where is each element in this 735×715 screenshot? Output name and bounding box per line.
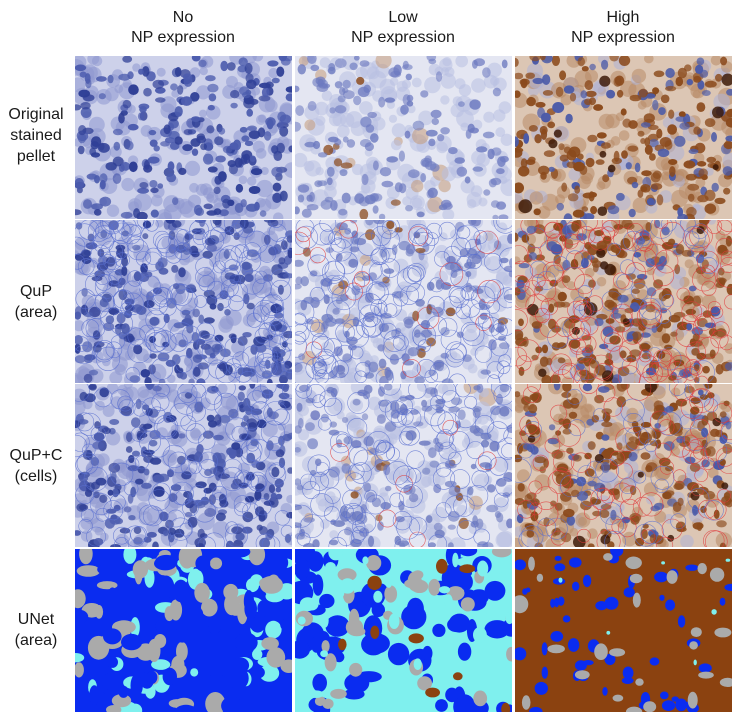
panel-unet-high bbox=[515, 549, 732, 712]
column-header-line1: No bbox=[172, 9, 194, 26]
column-header-no: No NP expression bbox=[75, 8, 291, 48]
column-header-low: Low NP expression bbox=[295, 8, 511, 48]
panel-original-low bbox=[295, 56, 512, 219]
panel-unet-no bbox=[75, 549, 292, 712]
column-header-line1: Low bbox=[388, 9, 418, 26]
row-header-line: QuP bbox=[19, 283, 52, 300]
panel-qupc-low bbox=[295, 384, 512, 547]
panel-qupc-no bbox=[75, 384, 292, 547]
panel-unet-low bbox=[295, 549, 512, 712]
column-header-high: High NP expression bbox=[515, 8, 731, 48]
row-header-line: UNet bbox=[17, 611, 55, 628]
row-header-original: Original stained pellet bbox=[0, 104, 72, 167]
panel-original-high bbox=[515, 56, 732, 219]
row-header-line: (area) bbox=[14, 304, 58, 321]
column-header-line2: NP expression bbox=[571, 29, 675, 46]
column-header-line1: High bbox=[606, 9, 640, 26]
row-header-line: QuP+C bbox=[9, 447, 63, 464]
row-header-qupc: QuP+C (cells) bbox=[0, 445, 72, 487]
column-header-line2: NP expression bbox=[351, 29, 455, 46]
row-header-line: Original bbox=[8, 106, 64, 123]
panel-qup-high bbox=[515, 220, 732, 383]
panel-qupc-high bbox=[515, 384, 732, 547]
row-header-qup: QuP (area) bbox=[0, 281, 72, 323]
row-header-unet: UNet (area) bbox=[0, 609, 72, 651]
row-header-line: stained bbox=[10, 127, 62, 144]
panel-qup-no bbox=[75, 220, 292, 383]
row-header-line: (cells) bbox=[14, 468, 58, 485]
panel-original-no bbox=[75, 56, 292, 219]
column-header-line2: NP expression bbox=[131, 29, 235, 46]
row-header-line: pellet bbox=[16, 148, 56, 165]
panel-qup-low bbox=[295, 220, 512, 383]
row-header-line: (area) bbox=[14, 632, 58, 649]
